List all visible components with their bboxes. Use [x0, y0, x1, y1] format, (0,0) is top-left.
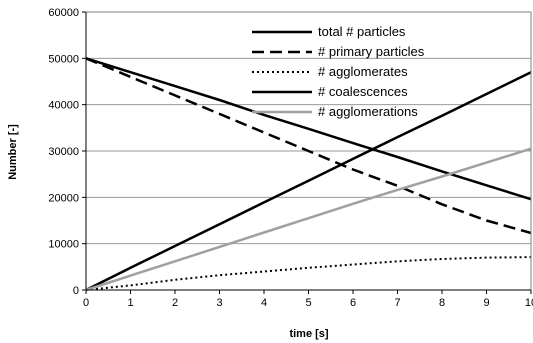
legend-label-2: # agglomerates — [318, 64, 408, 79]
legend-label-3: # coalescences — [318, 84, 408, 99]
legend-label-0: total # particles — [318, 24, 406, 39]
legend-label-4: # agglomerations — [318, 104, 418, 119]
x-axis-title: time [s] — [289, 328, 328, 340]
x-tick-label: 7 — [394, 297, 400, 309]
y-tick-label: 0 — [73, 285, 79, 297]
y-tick-label: 50000 — [48, 53, 79, 65]
series-line-1 — [85, 57, 532, 235]
series-lines — [85, 57, 532, 292]
x-tick-label: 2 — [172, 297, 178, 309]
y-tick-label: 10000 — [48, 239, 79, 251]
legend: total # particles # primary particles # ag… — [252, 24, 425, 119]
x-tick-label: 0 — [83, 297, 89, 309]
x-tick-label: 4 — [261, 297, 267, 309]
x-tick-label: 3 — [216, 297, 222, 309]
x-tick-label: 9 — [483, 297, 489, 309]
legend-label-1: # primary particles — [318, 44, 425, 59]
x-tick-label: 10 — [525, 297, 533, 309]
series-line-4 — [85, 147, 532, 292]
y-tick-label: 60000 — [48, 7, 79, 19]
tick-labels: 0 10000 20000 30000 40000 50000 60000 0 1 2 3 4 5 6 7 8… — [48, 7, 533, 309]
axes — [82, 11, 532, 294]
x-tick-label: 1 — [127, 297, 133, 309]
series-line-0 — [85, 57, 532, 201]
y-axis-title: Number [-] — [7, 124, 19, 180]
y-tick-label: 40000 — [48, 100, 79, 112]
x-tick-label: 6 — [350, 297, 356, 309]
x-tick-label: 5 — [305, 297, 311, 309]
x-tick-label: 8 — [439, 297, 445, 309]
y-tick-label: 20000 — [48, 192, 79, 204]
series-line-3 — [85, 71, 532, 292]
y-tick-label: 30000 — [48, 146, 79, 158]
